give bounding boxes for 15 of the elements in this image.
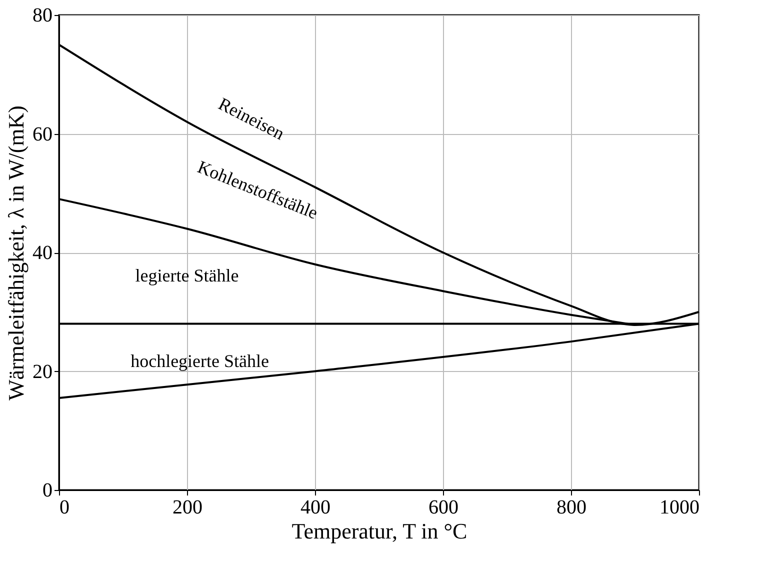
- x-tick-label: 0: [60, 496, 70, 518]
- annotation: hochlegierte Stähle: [130, 350, 270, 371]
- x-axis-title: Temperatur, T in °C: [292, 518, 468, 544]
- x-tick-label: 1000: [660, 496, 700, 518]
- y-tick-label: 80: [32, 4, 52, 26]
- y-tick-label: 20: [32, 360, 52, 383]
- y-tick-label: 40: [32, 242, 52, 264]
- x-tick-label: 400: [300, 496, 330, 518]
- x-tick-label: 800: [556, 496, 586, 518]
- annotation: legierte Stähle: [135, 265, 239, 286]
- y-axis-title: Wärmeleitfähigkeit, λ in W/(mK): [4, 106, 28, 400]
- x-tick-label: 600: [428, 496, 458, 518]
- x-tick-label: 200: [172, 496, 202, 518]
- y-tick-label: 0: [42, 480, 52, 502]
- y-tick-label: 60: [32, 123, 52, 146]
